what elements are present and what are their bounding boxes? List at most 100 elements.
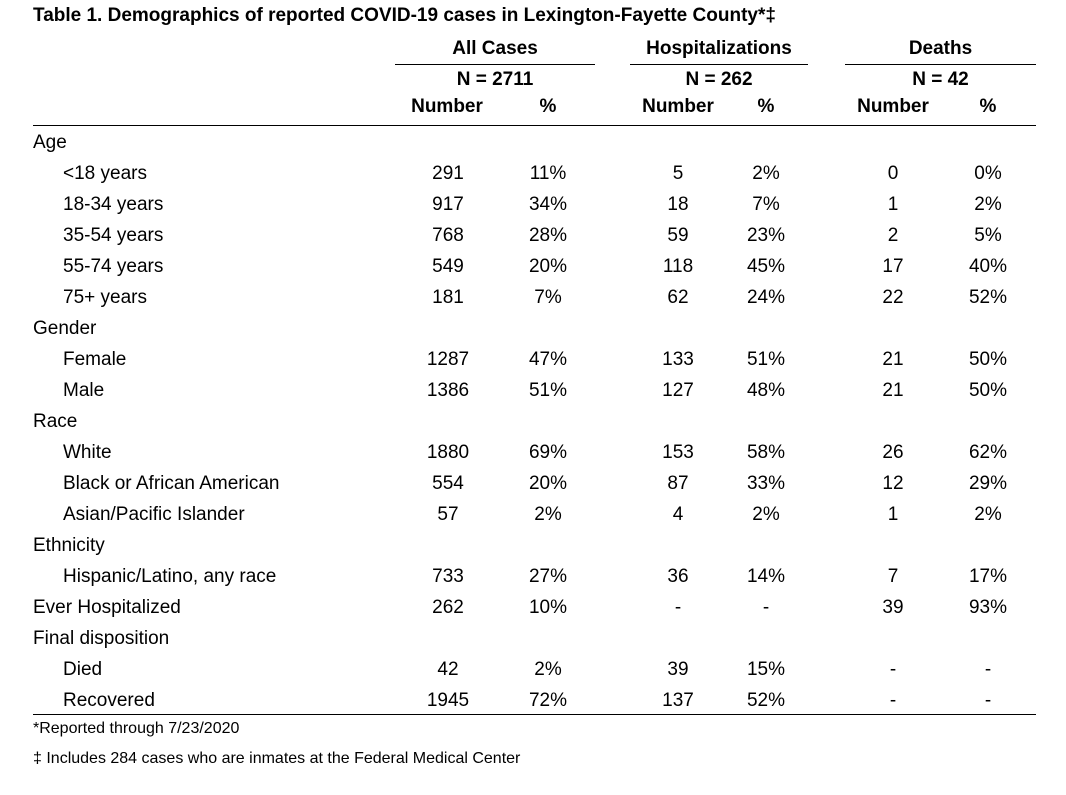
cell-number: 181	[432, 287, 464, 308]
cell-number: 5	[672, 163, 684, 184]
cell-number: 1386	[426, 380, 470, 401]
cell-number: 291	[432, 163, 464, 184]
cell-number: 12	[882, 473, 904, 494]
cell-percent: 20%	[528, 473, 568, 494]
cell-percent: 2%	[752, 163, 780, 184]
group-header-deaths: Deaths N = 42	[845, 34, 1036, 95]
cell-number: 554	[432, 473, 464, 494]
cell-number: -	[674, 597, 682, 618]
cell-percent: 29%	[968, 473, 1008, 494]
col-header-percent: %	[539, 96, 557, 117]
row-label: Asian/Pacific Islander	[63, 504, 245, 525]
group-name: Hospitalizations	[646, 38, 792, 59]
cell-number: 17	[882, 256, 904, 277]
cell-percent: 15%	[746, 659, 786, 680]
cell-percent: 40%	[968, 256, 1008, 277]
cell-percent: 2%	[752, 504, 780, 525]
row-label: Died	[63, 659, 103, 680]
cell-number: 59	[667, 225, 689, 246]
cell-percent: 7%	[534, 287, 562, 308]
cell-percent: 50%	[968, 380, 1008, 401]
cell-number: 2	[887, 225, 899, 246]
table-row: Age	[33, 127, 1036, 158]
cell-percent: 52%	[968, 287, 1008, 308]
cell-percent: -	[984, 659, 992, 680]
row-label: White	[63, 442, 112, 463]
cell-number: 87	[667, 473, 689, 494]
group-name: Deaths	[908, 38, 973, 59]
cell-percent: 27%	[528, 566, 568, 587]
col-header-percent: %	[979, 96, 997, 117]
cell-percent: 17%	[968, 566, 1008, 587]
row-label: Age	[33, 132, 67, 153]
cell-number: 57	[437, 504, 459, 525]
row-label: Final disposition	[33, 628, 170, 649]
cell-percent: 62%	[968, 442, 1008, 463]
row-label: 18-34 years	[63, 194, 164, 215]
cell-percent: 0%	[974, 163, 1002, 184]
row-label: <18 years	[63, 163, 147, 184]
cell-percent: 2%	[534, 504, 562, 525]
cell-number: 262	[432, 597, 464, 618]
cell-percent: 24%	[746, 287, 786, 308]
table-row: Hispanic/Latino, any race 733 27% 36 14% 7 17%	[33, 561, 1036, 592]
cell-number: 1	[887, 194, 899, 215]
table-body: Age <18 years 291 11% 5 2% 0 0% 18-34 years 917 34…	[33, 127, 1036, 716]
cell-percent: 72%	[528, 690, 568, 711]
table-row: Male 1386 51% 127 48% 21 50%	[33, 375, 1036, 406]
row-label: 75+ years	[63, 287, 147, 308]
cell-number: 26	[882, 442, 904, 463]
footnote-inmates: ‡ Includes 284 cases who are inmates at …	[33, 750, 521, 767]
cell-percent: 50%	[968, 349, 1008, 370]
cell-number: 733	[432, 566, 464, 587]
cell-number: 21	[882, 349, 904, 370]
cell-number: 153	[662, 442, 694, 463]
col-header-number: Number	[642, 96, 714, 117]
table-row: <18 years 291 11% 5 2% 0 0%	[33, 158, 1036, 189]
header-rule	[33, 125, 1036, 126]
cell-percent: 2%	[974, 194, 1002, 215]
cell-percent: 69%	[528, 442, 568, 463]
col-header-percent: %	[757, 96, 775, 117]
cell-number: 1287	[426, 349, 470, 370]
cell-number: 39	[667, 659, 689, 680]
row-label: Hispanic/Latino, any race	[63, 566, 277, 587]
table-row: Ever Hospitalized 262 10% - - 39 93%	[33, 592, 1036, 623]
cell-percent: 7%	[752, 194, 780, 215]
table-row: Final disposition	[33, 623, 1036, 654]
cell-number: 42	[437, 659, 459, 680]
col-header-number: Number	[857, 96, 929, 117]
row-label: Ever Hospitalized	[33, 597, 181, 618]
cell-number: 917	[432, 194, 464, 215]
cell-percent: 93%	[968, 597, 1008, 618]
cell-percent: 33%	[746, 473, 786, 494]
cell-number: 39	[882, 597, 904, 618]
cell-number: 18	[667, 194, 689, 215]
cell-number: 768	[432, 225, 464, 246]
cell-number: 4	[672, 504, 684, 525]
cell-number: 137	[662, 690, 694, 711]
row-label: Recovered	[63, 690, 155, 711]
cell-number: 118	[662, 256, 694, 277]
row-label: Ethnicity	[33, 535, 105, 556]
group-n: N = 262	[630, 64, 808, 95]
row-label: Black or African American	[63, 473, 280, 494]
cell-number: 1880	[426, 442, 470, 463]
cell-percent: 2%	[534, 659, 562, 680]
cell-number: -	[889, 690, 897, 711]
cell-percent: 34%	[528, 194, 568, 215]
cell-percent: 2%	[974, 504, 1002, 525]
col-header-number: Number	[411, 96, 483, 117]
cell-percent: 45%	[746, 256, 786, 277]
cell-number: 1945	[426, 690, 470, 711]
cell-percent: 51%	[528, 380, 568, 401]
group-n: N = 2711	[395, 64, 595, 95]
bottom-rule	[33, 714, 1036, 715]
table-row: Asian/Pacific Islander 57 2% 4 2% 1 2%	[33, 499, 1036, 530]
table-row: Ethnicity	[33, 530, 1036, 561]
table-row: 35-54 years 768 28% 59 23% 2 5%	[33, 220, 1036, 251]
cell-number: -	[889, 659, 897, 680]
cell-percent: 58%	[746, 442, 786, 463]
cell-number: 36	[667, 566, 689, 587]
table-row: Gender	[33, 313, 1036, 344]
